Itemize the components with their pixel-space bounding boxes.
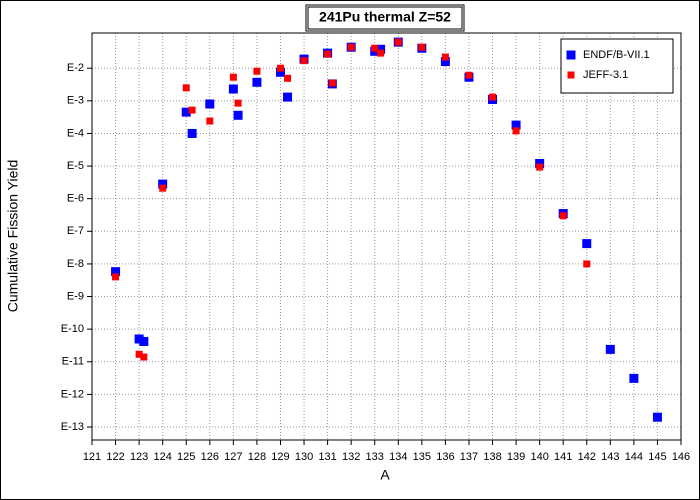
x-tick-label: 130: [295, 451, 313, 463]
marker: [536, 163, 544, 171]
marker: [489, 93, 497, 101]
legend-label: ENDF/B-VII.1: [583, 49, 650, 61]
x-tick-label: 121: [83, 451, 101, 463]
marker: [582, 239, 592, 249]
legend-box: [560, 38, 674, 94]
marker: [159, 184, 167, 192]
marker: [112, 273, 120, 281]
x-tick-label: 124: [154, 451, 172, 463]
x-tick-label: 126: [201, 451, 219, 463]
marker: [229, 73, 237, 81]
y-tick-label: E-10: [61, 323, 84, 335]
y-tick-label: E-7: [67, 225, 84, 237]
marker: [440, 57, 450, 67]
marker: [253, 67, 261, 75]
plot-border: [91, 32, 682, 441]
marker: [347, 43, 355, 51]
marker: [394, 38, 402, 46]
marker: [228, 84, 238, 94]
marker: [234, 99, 242, 107]
marker: [605, 344, 615, 354]
marker: [283, 92, 293, 102]
legend-marker: [566, 50, 576, 60]
chart-title: 241Pu thermal Z=52: [319, 9, 451, 25]
marker: [512, 127, 520, 135]
x-tick-label: 122: [106, 451, 124, 463]
marker: [371, 44, 379, 52]
marker: [583, 260, 591, 268]
x-tick-label: 142: [578, 451, 596, 463]
y-tick-label: E-12: [61, 388, 84, 400]
x-tick-label: 138: [483, 451, 501, 463]
marker: [134, 334, 144, 344]
y-tick-label: E-2: [67, 62, 84, 74]
x-tick-label: 136: [436, 451, 454, 463]
marker: [139, 336, 149, 346]
marker: [181, 107, 191, 117]
y-tick-label: E-11: [62, 356, 84, 368]
x-tick-label: 143: [601, 451, 619, 463]
x-tick-label: 139: [507, 451, 525, 463]
title-box-inner: [307, 6, 463, 30]
x-tick-label: 125: [177, 451, 195, 463]
x-tick-label: 129: [271, 451, 289, 463]
x-tick-label: 123: [130, 451, 148, 463]
marker: [233, 110, 243, 120]
legend-label: JEFF-3.1: [583, 69, 628, 81]
y-axis-label: Cumulative Fission Yield: [5, 160, 21, 313]
marker: [284, 74, 292, 82]
marker: [276, 64, 284, 72]
marker: [252, 77, 262, 87]
marker: [652, 412, 662, 422]
marker: [135, 350, 143, 358]
x-tick-label: 128: [248, 451, 266, 463]
y-tick-label: E-6: [67, 193, 84, 205]
x-tick-label: 127: [224, 451, 242, 463]
x-axis-label: A: [380, 467, 390, 483]
y-tick-label: E-13: [61, 421, 84, 433]
title-box: [305, 4, 465, 32]
y-tick-label: E-8: [67, 258, 84, 270]
marker: [206, 117, 214, 125]
marker: [376, 44, 386, 54]
marker: [300, 57, 308, 65]
y-tick-label: E-5: [67, 160, 84, 172]
marker: [275, 67, 285, 77]
y-tick-label: E-9: [67, 290, 84, 302]
marker: [418, 43, 426, 51]
marker: [377, 49, 385, 57]
marker: [140, 353, 148, 361]
x-tick-label: 132: [342, 451, 360, 463]
marker: [205, 99, 215, 109]
y-tick-label: E-4: [67, 127, 84, 139]
y-tick-label: E-3: [67, 95, 84, 107]
marker: [465, 71, 473, 79]
x-tick-label: 131: [318, 451, 336, 463]
marker: [511, 120, 521, 130]
x-tick-label: 137: [460, 451, 478, 463]
x-tick-label: 145: [648, 451, 666, 463]
x-tick-label: 135: [413, 451, 431, 463]
marker: [328, 79, 336, 87]
marker: [324, 50, 332, 58]
legend-marker: [567, 71, 575, 79]
marker: [187, 128, 197, 138]
x-tick-label: 134: [389, 451, 407, 463]
plot-area: [92, 33, 681, 440]
marker: [559, 212, 567, 220]
x-tick-label: 140: [530, 451, 548, 463]
marker: [111, 267, 121, 277]
x-tick-label: 144: [625, 451, 643, 463]
marker: [158, 179, 168, 189]
marker: [629, 373, 639, 383]
marker: [182, 84, 190, 92]
x-tick-label: 146: [672, 451, 690, 463]
marker: [535, 158, 545, 168]
marker: [441, 53, 449, 61]
marker: [188, 106, 196, 114]
x-tick-label: 141: [554, 451, 572, 463]
x-tick-label: 133: [366, 451, 384, 463]
